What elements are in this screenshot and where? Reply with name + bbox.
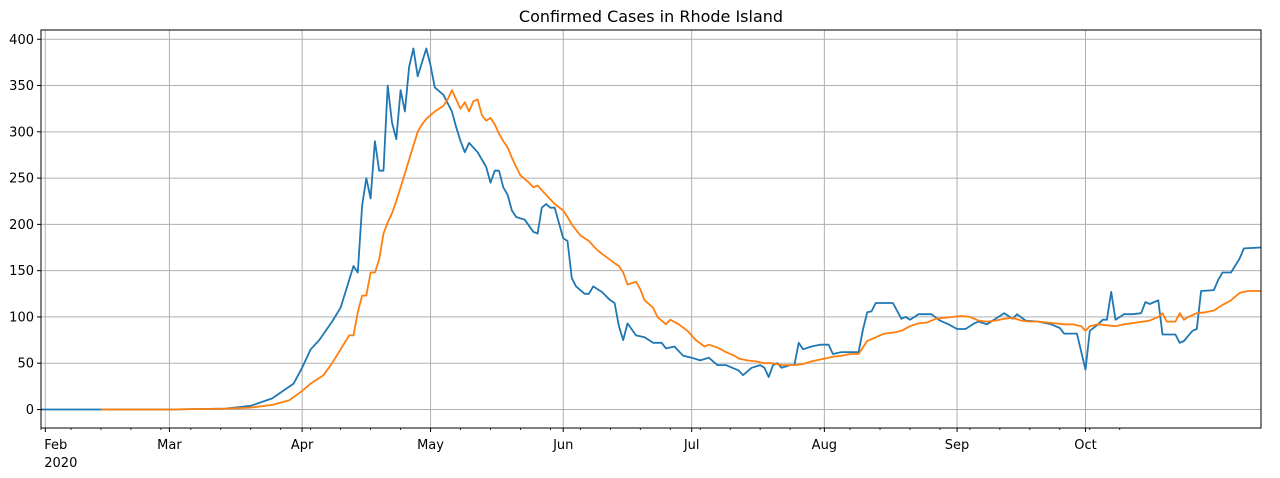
y-tick-label: 50: [17, 357, 34, 372]
x-axis: Feb 2020 Mar Apr May Jun Jul Aug Sep Oct: [40, 428, 1121, 471]
y-tick-label: 300: [9, 125, 34, 140]
y-tick-label: 100: [9, 310, 34, 325]
x-tick-label: May: [417, 438, 444, 453]
x-tick-label: Aug: [812, 438, 837, 453]
grid: [41, 30, 1261, 428]
series-layer: [41, 47, 1262, 411]
y-tick-label: 400: [9, 33, 34, 48]
y-tick-label: 0: [26, 403, 34, 418]
x-tick-label: Sep: [945, 438, 970, 453]
x-tick-label: Apr: [291, 438, 314, 453]
y-tick-label: 250: [9, 172, 34, 187]
y-axis: 0 50 100 150 200 250 300 350 400: [9, 33, 41, 418]
x-tick-label: Feb: [44, 438, 67, 453]
x-tick-sublabel: 2020: [44, 456, 77, 471]
x-tick-label: Mar: [157, 438, 182, 453]
series-line-1: [41, 47, 1262, 411]
x-tick-label: Oct: [1074, 438, 1096, 453]
x-tick-label: Jul: [683, 438, 700, 453]
series-line-2: [100, 89, 1261, 411]
y-tick-label: 350: [9, 79, 34, 94]
y-tick-label: 200: [9, 218, 34, 233]
plot-frame: [40, 29, 1262, 429]
y-tick-label: 150: [9, 264, 34, 279]
chart-title: Confirmed Cases in Rhode Island: [519, 7, 783, 26]
x-tick-label: Jun: [552, 438, 573, 453]
